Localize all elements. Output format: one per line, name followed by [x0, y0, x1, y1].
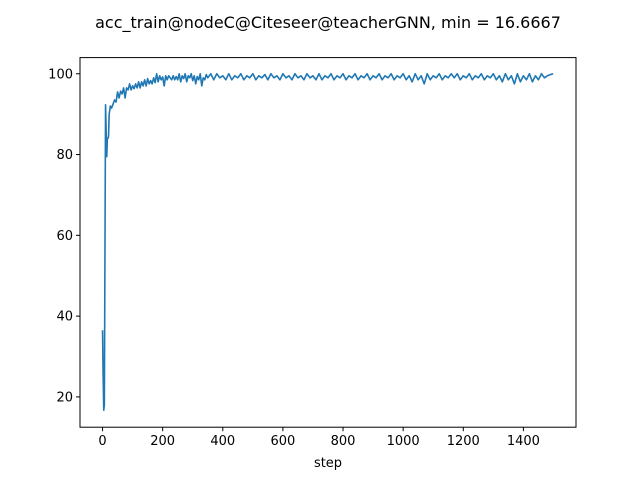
y-tick-label: 80 [56, 148, 73, 163]
x-axis: 0 200 400 600 800 1000 1200 1400 [98, 427, 540, 449]
y-axis: 20 40 60 80 100 [48, 67, 80, 405]
plot-area [101, 72, 554, 412]
series-line-0 [101, 72, 554, 412]
axes-frame [79, 57, 577, 428]
x-tick-label: 400 [210, 434, 235, 449]
y-tick-label: 20 [56, 390, 73, 405]
x-tick-label: 600 [270, 434, 295, 449]
x-axis-label: step [314, 456, 342, 471]
x-tick-label: 1000 [387, 434, 420, 449]
x-tick-label: 1400 [507, 434, 540, 449]
x-tick-label: 0 [98, 434, 106, 449]
x-tick-label: 800 [331, 434, 356, 449]
x-tick-label: 200 [150, 434, 175, 449]
y-tick-label: 100 [48, 67, 73, 82]
chart-title: acc_train@nodeC@Citeseer@teacherGNN, min… [95, 13, 561, 33]
y-tick-label: 40 [56, 310, 73, 325]
x-tick-label: 1200 [447, 434, 480, 449]
y-tick-label: 60 [56, 229, 73, 244]
